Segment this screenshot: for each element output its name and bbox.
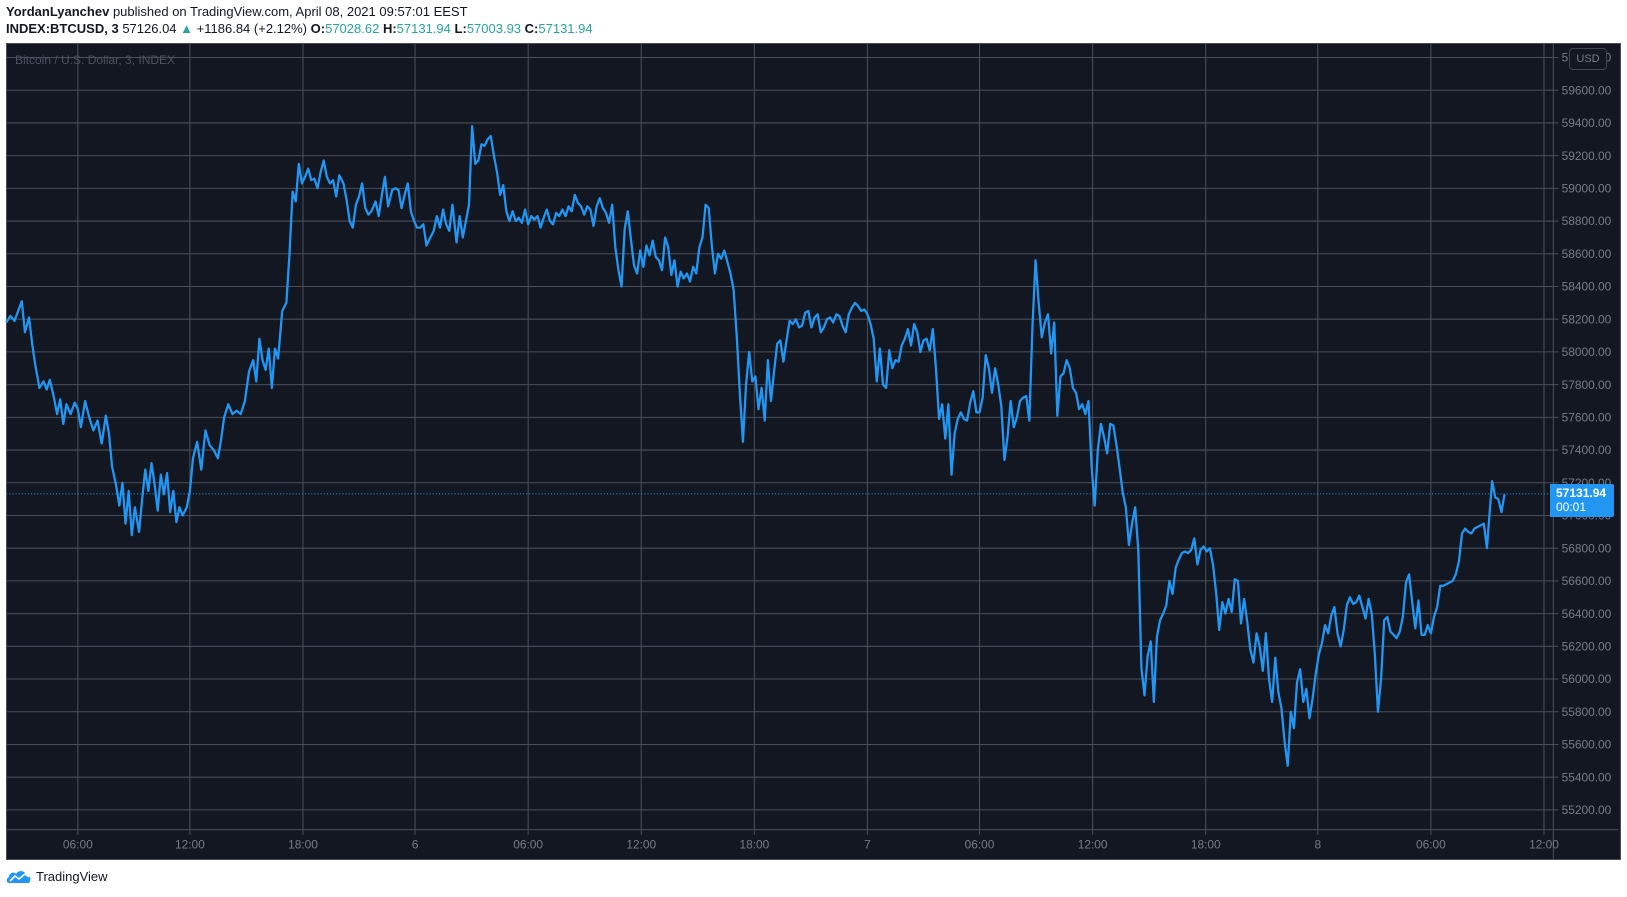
time-tick-label: 7 [864, 837, 871, 851]
price-tick-label: 56000.00 [1562, 672, 1612, 686]
price-tick-label: 55600.00 [1562, 738, 1612, 752]
price-tick-label: 55400.00 [1562, 770, 1612, 784]
symbol-info-bar: INDEX:BTCUSD, 3 57126.04 ▲ +1186.84 (+2.… [6, 21, 593, 36]
price-tick-label: 56200.00 [1562, 639, 1612, 653]
time-tick-label: 06:00 [63, 837, 93, 851]
price-tick-label: 59000.00 [1562, 182, 1612, 196]
symbol-label: INDEX:BTCUSD, 3 [6, 21, 119, 36]
footer-branding: TradingView [6, 868, 108, 884]
time-tick-label: 18:00 [288, 837, 318, 851]
last-price-tag: 57131.94 00:01 [1550, 484, 1614, 517]
close-label: C: [524, 21, 539, 36]
series-legend-title: Bitcoin / U.S. Dollar, 3, INDEX [15, 53, 176, 67]
low-value: 57003.93 [466, 21, 522, 36]
price-tick-label: 59600.00 [1562, 83, 1612, 97]
time-axis[interactable]: 06:00 12:00 18:00 6 06:00 12:00 18:00 7 06:00 12:… [63, 829, 1559, 852]
tradingview-cloud-logo-icon [6, 871, 31, 883]
time-tick-label: 6 [412, 837, 419, 851]
change-value: +1186.84 (+2.12%) [196, 21, 308, 36]
price-tick-label: 59200.00 [1562, 149, 1612, 163]
author-name[interactable]: YordanLyanchev [6, 4, 110, 19]
time-tick-label: 12:00 [1078, 837, 1108, 851]
time-tick-label: 12:00 [1529, 837, 1559, 851]
open-value: 57028.62 [325, 21, 380, 36]
price-tick-label: 56400.00 [1562, 607, 1612, 621]
price-line [5, 125, 1506, 767]
last-price-tag-value: 57131.94 [1556, 486, 1607, 500]
price-tick-label: 58400.00 [1562, 280, 1612, 294]
chart-grid [6, 43, 1619, 859]
time-tick-label: 18:00 [1191, 837, 1221, 851]
low-label: L: [454, 21, 467, 36]
time-tick-label: 06:00 [1416, 837, 1446, 851]
price-tick-label: 56600.00 [1562, 574, 1612, 588]
time-tick-label: 18:00 [739, 837, 769, 851]
currency-button[interactable]: USD [1569, 48, 1607, 70]
bar-countdown: 00:01 [1556, 500, 1587, 514]
price-tick-label: 55200.00 [1562, 803, 1612, 817]
time-tick-label: 8 [1314, 837, 1321, 851]
publish-info: YordanLyanchev published on TradingView.… [6, 4, 468, 19]
price-tick-label: 57600.00 [1562, 410, 1612, 424]
price-tick-label: 59400.00 [1562, 116, 1612, 130]
price-tick-label: 58800.00 [1562, 214, 1612, 228]
last-price: 57126.04 [122, 21, 177, 36]
high-label: H: [382, 21, 397, 36]
open-label: O: [310, 21, 326, 36]
chart-pane[interactable] [6, 43, 1621, 860]
brand-name[interactable]: TradingView [36, 868, 108, 884]
high-value: 57131.94 [396, 21, 451, 36]
price-tick-label: 58200.00 [1562, 312, 1612, 326]
price-tick-label: 55800.00 [1562, 705, 1612, 719]
price-tick-label: 57400.00 [1562, 443, 1612, 457]
price-tick-label: 57800.00 [1562, 378, 1612, 392]
time-tick-label: 12:00 [175, 837, 205, 851]
close-value: 57131.94 [538, 21, 593, 36]
time-tick-label: 06:00 [513, 837, 543, 851]
time-tick-label: 06:00 [965, 837, 995, 851]
price-tick-label: 56800.00 [1562, 541, 1612, 555]
published-text: published on TradingView.com, April 08, … [112, 4, 468, 19]
time-tick-label: 12:00 [626, 837, 656, 851]
price-tick-label: 58600.00 [1562, 247, 1612, 261]
up-arrow-icon: ▲ [180, 21, 194, 36]
price-tick-label: 58000.00 [1562, 345, 1612, 359]
price-axis[interactable]: 59800.0059600.0059400.0059200.0059000.00… [1553, 51, 1612, 817]
